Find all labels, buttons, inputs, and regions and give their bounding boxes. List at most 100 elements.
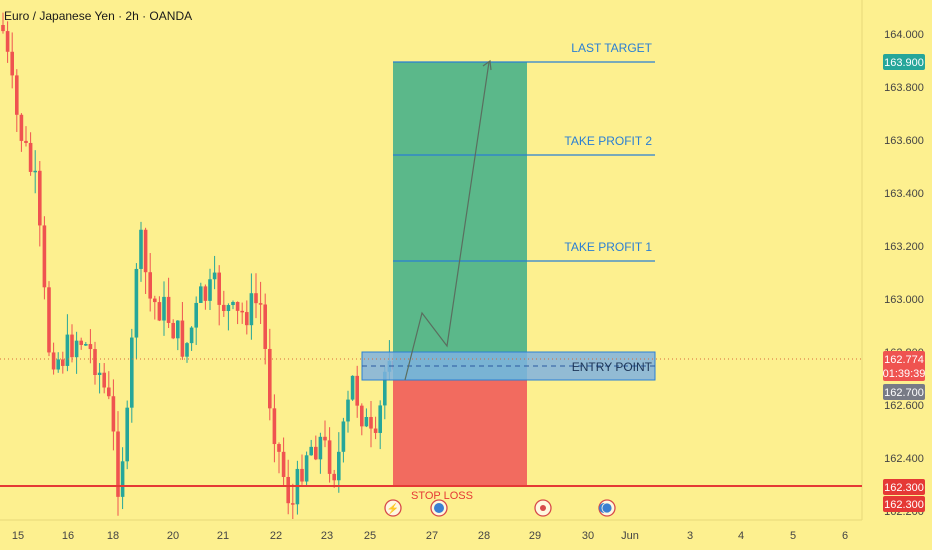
candle-body — [327, 440, 332, 474]
label-last-target: LAST TARGET — [571, 41, 652, 55]
svg-text:⚡: ⚡ — [387, 502, 399, 515]
candle-body — [323, 436, 327, 441]
candle-body — [171, 322, 175, 339]
candle-body — [38, 170, 42, 226]
candle-body — [28, 142, 33, 172]
tag-current-price: 162.774 01:39:39 — [883, 351, 926, 381]
time-tick: 3 — [687, 530, 693, 542]
candle-body — [208, 279, 212, 301]
price-tick: 163.000 — [884, 294, 924, 306]
candle-body — [203, 286, 208, 301]
news-event-icon[interactable] — [534, 499, 552, 517]
tag-stop-loss-1: 162.300 — [883, 479, 925, 495]
candle-body — [369, 416, 373, 429]
candle-body — [291, 503, 295, 505]
candle-body — [268, 348, 272, 409]
candle-body — [120, 461, 125, 497]
candle-body — [61, 359, 65, 366]
candle-body — [318, 436, 323, 460]
candle-body — [240, 310, 244, 313]
candle-body — [24, 140, 28, 143]
candle-body — [47, 287, 51, 353]
candle-body — [84, 344, 88, 346]
candle-body — [350, 375, 355, 400]
svg-text:162.300: 162.300 — [884, 499, 924, 511]
candle-body — [162, 296, 166, 321]
chart-title: Euro / Japanese Yen · 2h · OANDA — [4, 9, 192, 23]
candle-body — [125, 407, 129, 462]
candle-body — [116, 431, 120, 497]
price-tick: 163.200 — [884, 241, 924, 253]
candlestick-series — [1, 12, 396, 519]
candle-body — [378, 405, 382, 433]
candle-body — [107, 387, 111, 397]
candle-body — [194, 302, 198, 328]
flash-event-icon[interactable]: ⚡ — [384, 499, 402, 517]
price-tick: 164.000 — [884, 29, 924, 41]
price-tick: 162.600 — [884, 400, 924, 412]
candle-body — [185, 343, 189, 357]
candle-body — [153, 298, 157, 303]
projection-path — [404, 61, 490, 381]
time-tick: 15 — [12, 530, 24, 542]
candle-body — [309, 446, 313, 456]
time-axis-background — [0, 520, 932, 550]
label-take-profit-2: TAKE PROFIT 2 — [564, 134, 652, 148]
candle-body — [337, 451, 341, 481]
candle-body — [42, 225, 47, 288]
time-tick: 27 — [426, 530, 438, 542]
candle-body — [277, 444, 281, 452]
multi-event-icon[interactable] — [598, 499, 616, 517]
candle-body — [364, 416, 369, 427]
candle-body — [314, 446, 318, 460]
candle-body — [15, 75, 19, 115]
time-tick: 18 — [107, 530, 119, 542]
svg-text:162.700: 162.700 — [884, 387, 924, 399]
candle-body — [5, 31, 10, 52]
candle-body — [10, 51, 14, 76]
economic-event-icon[interactable] — [430, 499, 448, 517]
candle-body — [157, 302, 162, 321]
candle-body — [341, 421, 346, 452]
time-tick: 4 — [738, 530, 744, 542]
price-tick: 163.400 — [884, 188, 924, 200]
candle-body — [79, 340, 83, 345]
candle-body — [180, 320, 185, 357]
candle-body — [272, 408, 277, 445]
time-tick: 23 — [321, 530, 333, 542]
candle-body — [231, 301, 235, 306]
candle-body — [88, 344, 93, 350]
candle-body — [51, 352, 56, 370]
svg-text:01:39:39: 01:39:39 — [883, 368, 926, 380]
time-tick: 16 — [62, 530, 74, 542]
time-tick: 28 — [478, 530, 490, 542]
time-axis-ticks: 15 16 18 20 21 22 23 25 27 28 29 30 Jun 3 4 5 6 — [12, 530, 848, 542]
candle-body — [130, 337, 134, 408]
svg-text:162.300: 162.300 — [884, 482, 924, 494]
candle-body — [19, 114, 24, 141]
tag-stop-loss-2: 162.300 — [883, 496, 925, 512]
candle-body — [355, 375, 359, 406]
candle-body — [148, 272, 152, 299]
svg-text:163.900: 163.900 — [884, 57, 924, 69]
candle-body — [226, 305, 231, 312]
projection-arrowhead — [482, 59, 492, 71]
candle-body — [139, 229, 143, 269]
candle-body — [360, 405, 364, 427]
stop-loss-zone — [393, 380, 527, 486]
candle-body — [217, 272, 221, 305]
label-take-profit-1: TAKE PROFIT 1 — [564, 240, 652, 254]
price-tick: 162.400 — [884, 453, 924, 465]
price-tick: 163.600 — [884, 135, 924, 147]
time-tick: 29 — [529, 530, 541, 542]
candle-body — [97, 372, 102, 375]
candle-body — [33, 170, 37, 173]
label-entry-point: ENTRY POINT — [572, 360, 653, 374]
candle-body — [373, 428, 378, 433]
candle-body — [286, 476, 290, 504]
price-tick: 163.800 — [884, 82, 924, 94]
time-tick: 6 — [842, 530, 848, 542]
candle-body — [235, 301, 240, 311]
candle-body — [1, 25, 5, 32]
